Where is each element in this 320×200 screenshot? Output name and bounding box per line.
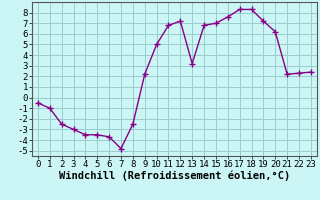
X-axis label: Windchill (Refroidissement éolien,°C): Windchill (Refroidissement éolien,°C) — [59, 171, 290, 181]
